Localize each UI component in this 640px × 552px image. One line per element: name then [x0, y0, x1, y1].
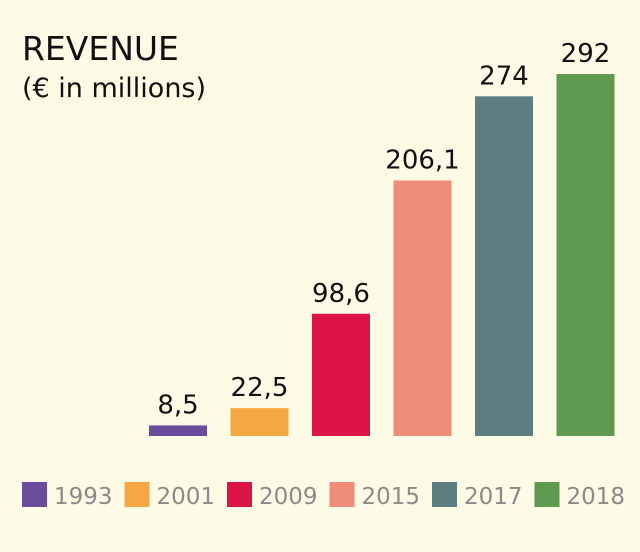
legend-label-1993: 1993: [54, 484, 113, 510]
legend-label-2017: 2017: [464, 484, 523, 510]
bar-1993: [149, 425, 207, 436]
legend-swatch-2015: [329, 482, 355, 507]
legend-swatch-2009: [227, 482, 252, 507]
legend-label-2018: 2018: [567, 484, 626, 510]
value-label-1993: 8,5: [157, 390, 198, 420]
legend-swatch-1993: [22, 482, 47, 507]
legend-swatch-2018: [534, 482, 560, 507]
value-labels-group: 8,5 22,5 98,6 206,1 274 292: [157, 39, 610, 420]
legend-label-2015: 2015: [362, 484, 421, 510]
bar-2009: [312, 313, 370, 436]
legend: 1993 2001 2009 2015 2017 2018: [22, 482, 625, 510]
value-label-2009: 98,6: [312, 279, 370, 309]
chart-subtitle: (€ in millions): [22, 73, 206, 104]
value-label-2015: 206,1: [385, 145, 459, 175]
bar-2001: [230, 408, 289, 436]
legend-label-2001: 2001: [157, 484, 216, 510]
legend-label-2009: 2009: [259, 484, 318, 510]
bars-group: [149, 74, 615, 437]
bar-2017: [475, 96, 533, 437]
value-label-2017: 274: [479, 61, 529, 91]
value-label-2001: 22,5: [231, 373, 289, 403]
chart-title: REVENUE: [22, 29, 179, 68]
legend-swatch-2001: [124, 482, 150, 507]
bar-2018: [556, 74, 615, 436]
legend-swatch-2017: [432, 482, 457, 507]
value-label-2018: 292: [561, 39, 611, 69]
bar-2015: [393, 180, 452, 436]
